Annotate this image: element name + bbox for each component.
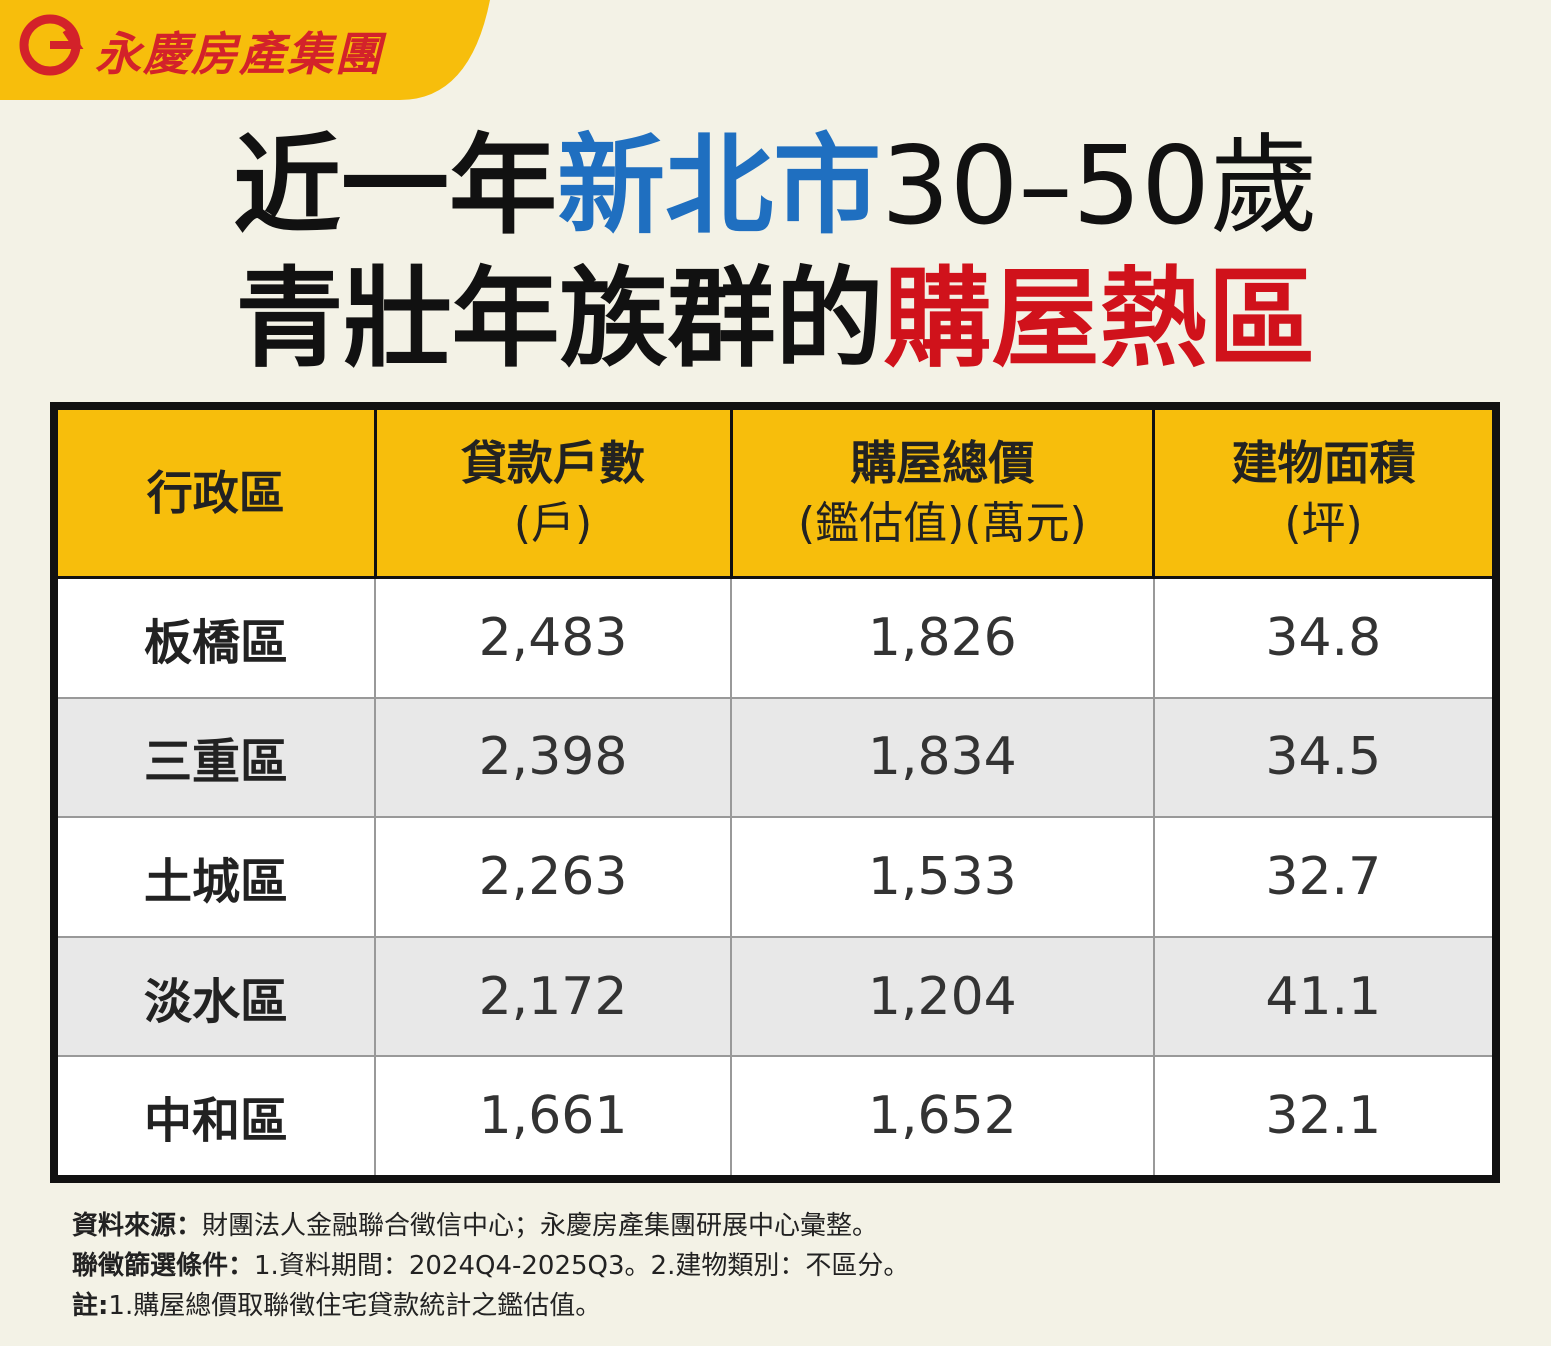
title-part: 青壯年族群的: [235, 257, 884, 382]
footnote-label: 註:: [72, 1291, 109, 1321]
footnote-label: 聯徵篩選條件：: [72, 1251, 255, 1281]
district-cell: 板橋區: [53, 576, 376, 699]
footnote-text: 財團法人金融聯合徵信中心；永慶房產集團研展中心彙整。: [202, 1211, 879, 1241]
value-cell: 1,533: [730, 816, 1155, 938]
district-cell: 土城區: [53, 816, 376, 938]
footnote-text: 1.購屋總價取聯徵住宅貸款統計之鑑估值。: [108, 1291, 602, 1321]
footnote: 資料來源：財團法人金融聯合徵信中心；永慶房產集團研展中心彙整。: [72, 1205, 878, 1242]
header-unit: (戶): [513, 498, 593, 550]
title-line: 青壯年族群的購屋熱區: [0, 266, 1551, 374]
header-label: 行政區: [146, 465, 285, 520]
value-cell: 34.5: [1152, 696, 1498, 819]
header-unit: (鑑估值)(萬元): [797, 498, 1087, 550]
value-cell: 1,826: [730, 576, 1155, 699]
value-cell: 1,652: [730, 1055, 1155, 1180]
title-line: 近一年新北市30–50歲: [0, 133, 1551, 241]
header-label: 建物面積: [1231, 436, 1416, 491]
footnote: 聯徵篩選條件：1.資料期間：2024Q4-2025Q3。2.建物類別：不區分。: [72, 1245, 909, 1282]
value-cell: 32.1: [1152, 1055, 1498, 1180]
district-cell: 淡水區: [53, 935, 376, 1058]
logo-tab: [0, 0, 490, 100]
value-cell: 1,661: [373, 1055, 733, 1180]
value-cell: 34.8: [1152, 576, 1498, 699]
value-cell: 2,172: [373, 935, 733, 1058]
table-row: 土城區 2,263 1,533 32.7: [53, 816, 1498, 938]
table-row: 淡水區 2,172 1,204 41.1: [53, 935, 1498, 1058]
value-cell: 1,834: [730, 696, 1155, 819]
table-row: 中和區 1,661 1,652 32.1: [53, 1055, 1498, 1180]
data-table: 行政區 貸款戶數 (戶) 購屋總價 (鑑估值)(萬元) 建物面積 (坪) 板橋區 2,483 1,…: [50, 402, 1500, 1183]
header-unit: (坪): [1284, 498, 1363, 550]
title-part: 30–50歲: [881, 124, 1318, 249]
title-part: 購屋熱區: [883, 257, 1316, 382]
header-label: 貸款戶數: [461, 436, 646, 491]
footnote: 註:1.購屋總價取聯徵住宅貸款統計之鑑估值。: [72, 1285, 601, 1322]
table-row: 三重區 2,398 1,834 34.5: [53, 696, 1498, 819]
footnote-label: 資料來源：: [72, 1211, 203, 1241]
value-cell: 1,204: [730, 935, 1155, 1058]
district-cell: 三重區: [53, 696, 376, 819]
value-cell: 41.1: [1152, 935, 1498, 1058]
table-row: 板橋區 2,483 1,826 34.8: [53, 576, 1498, 699]
value-cell: 32.7: [1152, 816, 1498, 938]
footnote-text: 1.資料期間：2024Q4-2025Q3。2.建物類別：不區分。: [254, 1251, 910, 1281]
value-cell: 2,398: [373, 696, 733, 819]
value-cell: 2,483: [373, 576, 733, 699]
value-cell: 2,263: [373, 816, 733, 938]
title-part: 近一年: [233, 124, 558, 249]
header-label: 購屋總價: [850, 436, 1035, 491]
header-cell: 購屋總價 (鑑估值)(萬元): [729, 404, 1156, 579]
header-cell: 貸款戶數 (戶): [373, 404, 733, 579]
title-part: 新北市: [557, 124, 882, 249]
header-cell: 建物面積 (坪): [1152, 404, 1498, 579]
header-cell: 行政區: [52, 404, 377, 579]
logo-text: 永慶房產集團: [95, 27, 383, 81]
district-cell: 中和區: [53, 1055, 376, 1180]
